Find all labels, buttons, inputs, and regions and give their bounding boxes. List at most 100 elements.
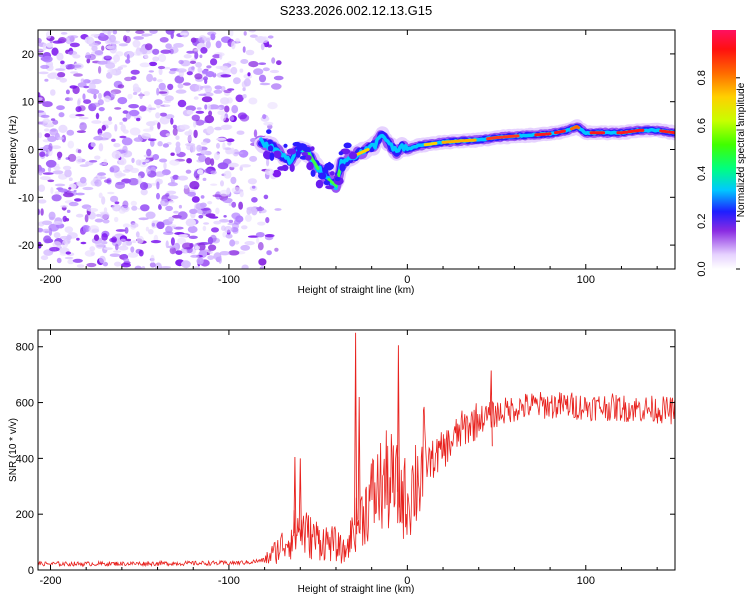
noise-blob — [128, 178, 140, 186]
noise-blob — [222, 142, 226, 150]
figure-title: S233.2026.002.12.13.G15 — [280, 3, 433, 18]
snr-spike — [298, 458, 302, 537]
noise-blob — [130, 69, 140, 75]
noise-blob — [184, 260, 188, 269]
noise-blob — [129, 127, 141, 136]
noise-blob — [94, 155, 101, 160]
snr-spike — [489, 370, 493, 447]
noise-blob — [264, 234, 275, 238]
noise-blob — [158, 82, 166, 91]
noise-blob — [215, 40, 222, 49]
signal-blob — [306, 162, 314, 171]
colorbar-tick-label: 0.0 — [696, 261, 708, 276]
noise-blob — [114, 261, 122, 267]
noise-blob — [115, 173, 126, 177]
noise-blob — [263, 194, 269, 200]
noise-blob — [221, 225, 226, 231]
y-tick-label: 0 — [28, 565, 34, 577]
noise-blob — [207, 201, 213, 205]
noise-blob — [177, 211, 188, 220]
noise-blob — [117, 84, 125, 89]
noise-blob — [56, 52, 64, 61]
noise-blob — [206, 126, 215, 135]
noise-blob — [253, 68, 264, 75]
noise-blob — [198, 214, 204, 219]
noise-blob — [50, 89, 56, 96]
noise-blob — [57, 72, 66, 78]
noise-blob — [47, 166, 52, 173]
noise-blob — [142, 161, 146, 165]
noise-blob — [245, 49, 255, 56]
noise-blob — [38, 48, 46, 52]
noise-blob — [111, 150, 122, 159]
noise-blob — [72, 258, 83, 263]
noise-blob — [79, 164, 90, 168]
noise-blob — [158, 53, 167, 63]
noise-blob — [191, 114, 200, 122]
noise-blob — [82, 186, 94, 191]
noise-blob — [201, 96, 213, 103]
noise-blob — [169, 159, 180, 166]
noise-blob — [216, 137, 227, 141]
noise-blob — [72, 54, 81, 59]
noise-blob — [42, 101, 53, 108]
noise-blob — [104, 95, 111, 103]
noise-blob — [259, 266, 265, 269]
noise-blob — [76, 237, 80, 241]
noise-blob — [260, 43, 265, 51]
noise-blob — [101, 124, 107, 131]
y-tick-label: 200 — [16, 509, 34, 521]
signal-blob — [277, 166, 287, 171]
noise-blob — [189, 60, 197, 64]
noise-blob — [139, 92, 143, 100]
snr-y-label: SNR (10 * v/v) — [8, 418, 19, 482]
noise-blob — [206, 65, 212, 69]
noise-blob — [274, 208, 282, 211]
noise-blob — [38, 170, 43, 176]
noise-blob — [198, 154, 207, 162]
signal-blob — [323, 180, 330, 186]
noise-blob — [255, 206, 265, 212]
noise-blob — [183, 82, 191, 86]
noise-blob — [169, 247, 176, 255]
noise-blob — [84, 214, 89, 223]
noise-blob — [210, 170, 217, 175]
noise-blob — [42, 228, 51, 233]
noise-blob — [265, 217, 270, 224]
noise-blob — [133, 36, 145, 40]
noise-blob — [152, 154, 160, 160]
noise-blob — [146, 73, 154, 83]
noise-blob — [177, 99, 187, 108]
noise-blob — [157, 65, 166, 70]
ridge-peak — [616, 128, 645, 135]
noise-blob — [79, 122, 87, 131]
noise-blob — [143, 91, 151, 96]
noise-blob — [224, 105, 230, 113]
noise-blob — [38, 37, 42, 44]
noise-blob — [152, 56, 160, 62]
noise-blob — [175, 135, 180, 140]
noise-blob — [86, 262, 97, 268]
noise-blob — [249, 155, 258, 162]
noise-blob — [146, 148, 152, 157]
noise-blob — [175, 141, 181, 148]
noise-blob — [58, 112, 65, 118]
noise-blob — [43, 128, 50, 132]
noise-blob — [239, 166, 243, 171]
noise-blob — [170, 117, 174, 125]
noise-blob — [244, 241, 255, 246]
noise-blob — [276, 60, 282, 66]
noise-blob — [64, 226, 74, 234]
noise-blob — [52, 241, 62, 249]
noise-blob — [46, 42, 54, 48]
noise-blob — [83, 79, 91, 84]
noise-blob — [229, 239, 236, 247]
noise-blob — [174, 75, 185, 84]
noise-blob — [193, 96, 199, 100]
noise-blob — [170, 31, 174, 39]
noise-blob — [38, 92, 41, 99]
noise-blob — [69, 42, 80, 48]
noise-blob — [230, 147, 235, 155]
noise-blob — [114, 216, 119, 223]
signal-blob — [283, 143, 288, 148]
